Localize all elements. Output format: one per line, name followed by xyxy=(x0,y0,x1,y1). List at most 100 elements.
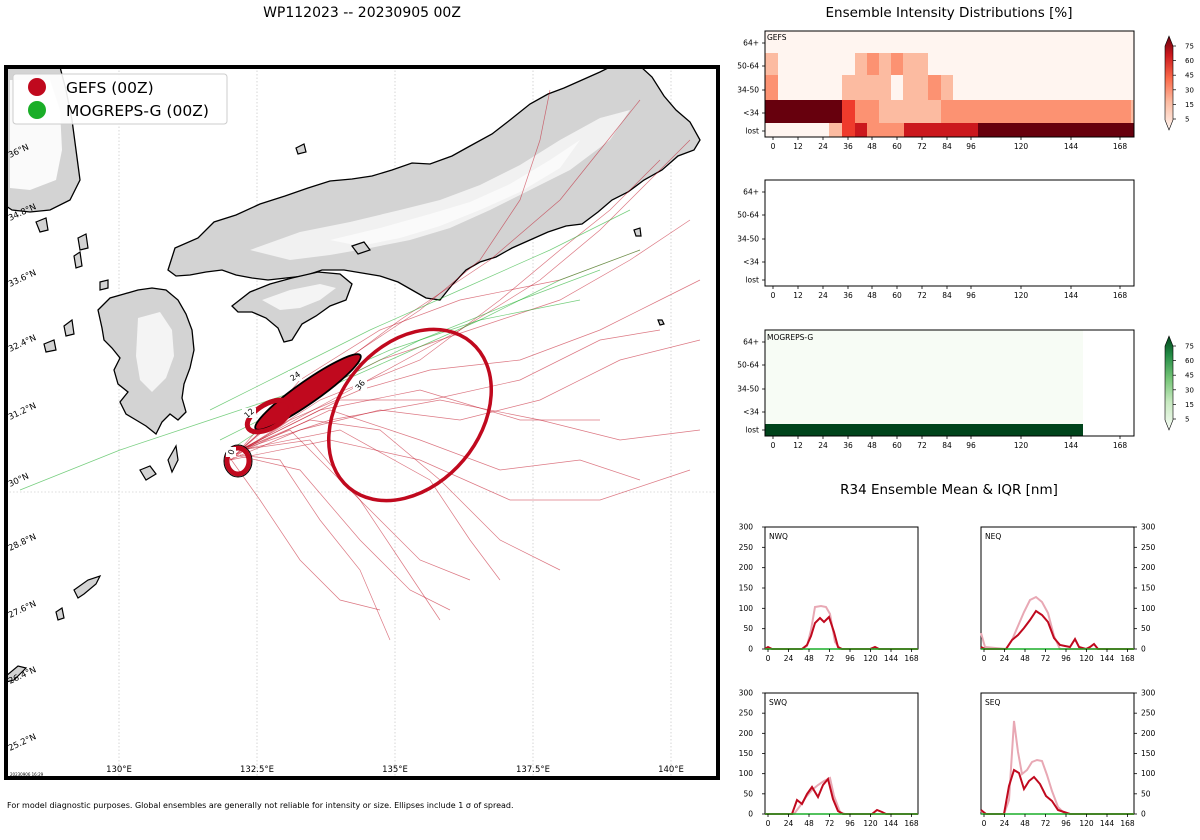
intensity-axes-gefs: 64+ 50-64 34-50 <34 lost 0 12 24 36 48 60 72 84 96 120… xyxy=(737,39,1127,152)
row-label: lost xyxy=(745,426,759,435)
y-tick-label: 200 xyxy=(739,563,754,572)
x-tick-label: 96 xyxy=(845,819,855,828)
x-tick-label: 48 xyxy=(1020,654,1030,663)
x-tick-label: 0 xyxy=(766,819,771,828)
row-label: 50-64 xyxy=(737,361,759,370)
row-label: 34-50 xyxy=(737,235,759,244)
x-tick-label: 0 xyxy=(771,291,776,300)
y-tick-label: 200 xyxy=(1141,729,1156,738)
y-tick-label: 50 xyxy=(1141,789,1151,798)
row-label: 64+ xyxy=(743,39,759,48)
x-tick-label: 72 xyxy=(917,441,927,450)
colorbar-tick: 30 xyxy=(1185,86,1194,94)
x-tick-label: 48 xyxy=(1020,819,1030,828)
x-tick-label: 96 xyxy=(1061,654,1071,663)
x-tick-label: 72 xyxy=(825,654,835,663)
x-tick-label: 96 xyxy=(966,441,976,450)
row-label: lost xyxy=(745,276,759,285)
x-tick-label: 36 xyxy=(843,291,853,300)
colorbar-tick: 15 xyxy=(1185,101,1194,109)
seq-mean-line xyxy=(980,768,1134,815)
y-tick-label: 50 xyxy=(1141,624,1151,633)
lon-label: 130°E xyxy=(106,765,132,775)
y-tick-label: 150 xyxy=(1141,584,1156,593)
y-tick-label: 100 xyxy=(1141,604,1156,613)
x-tick-label: 60 xyxy=(892,291,902,300)
x-tick-label: 72 xyxy=(1041,654,1051,663)
x-tick-label: 168 xyxy=(1120,819,1135,828)
y-tick-label: 300 xyxy=(1141,523,1156,532)
colorbar-gefs: 75 60 45 30 15 5 xyxy=(1164,35,1194,131)
intensity-axes-empty: 64+ 50-64 34-50 <34 lost 0 12 24 36 48 60 72 84 96 120… xyxy=(737,188,1127,301)
x-tick-label: 120 xyxy=(863,819,878,828)
map-title: WP112023 -- 20230905 00Z xyxy=(263,5,461,21)
colorbar-tick: 60 xyxy=(1185,57,1194,65)
y-tick-label: 100 xyxy=(739,769,754,778)
x-tick-label: 0 xyxy=(771,441,776,450)
intensity-axes-mogreps: 64+ 50-64 34-50 <34 lost 0 12 24 36 48 60 72 84 96 120… xyxy=(737,338,1127,451)
x-tick-label: 168 xyxy=(904,654,919,663)
y-tick-label: 0 xyxy=(748,645,753,654)
r34-panel-seq: SEQ 300 250 200 150 100 50 0 0 24 48 72 96 120 144 168 xyxy=(980,689,1156,828)
r34-label-seq: SEQ xyxy=(985,698,1000,707)
y-tick-label: 250 xyxy=(739,543,754,552)
x-tick-label: 12 xyxy=(793,142,803,151)
x-tick-label: 168 xyxy=(904,819,919,828)
y-tick-label: 100 xyxy=(1141,769,1156,778)
legend-gefs-label: GEFS (00Z) xyxy=(66,79,154,97)
lon-label: 132.5°E xyxy=(240,765,274,775)
y-tick-label: 300 xyxy=(739,523,754,532)
colorbar-tick: 45 xyxy=(1185,72,1194,80)
x-tick-label: 120 xyxy=(1014,142,1029,151)
x-tick-label: 72 xyxy=(1041,819,1051,828)
x-tick-label: 12 xyxy=(793,441,803,450)
x-tick-label: 144 xyxy=(1064,441,1079,450)
row-label: <34 xyxy=(743,109,759,118)
legend-gefs-marker xyxy=(28,78,46,96)
ellipse-label-0: 0 xyxy=(226,448,236,456)
x-tick-label: 48 xyxy=(804,819,814,828)
x-tick-label: 24 xyxy=(784,819,794,828)
swq-mean-line xyxy=(765,776,918,815)
x-tick-label: 120 xyxy=(1014,291,1029,300)
legend-mogreps-label: MOGREPS-G (00Z) xyxy=(66,102,209,120)
r34-title: R34 Ensemble Mean & IQR [nm] xyxy=(840,482,1058,498)
x-tick-label: 24 xyxy=(1000,654,1010,663)
x-tick-label: 144 xyxy=(1100,654,1115,663)
x-tick-label: 144 xyxy=(1100,819,1115,828)
row-label: 64+ xyxy=(743,188,759,197)
row-label: lost xyxy=(745,127,759,136)
x-tick-label: 36 xyxy=(843,142,853,151)
graticule xyxy=(6,67,718,778)
x-tick-label: 24 xyxy=(784,654,794,663)
x-tick-label: 0 xyxy=(771,142,776,151)
y-tick-label: 250 xyxy=(739,709,754,718)
ellipse-labels: 0 12 24 36 xyxy=(226,370,367,457)
colorbar-tick: 60 xyxy=(1185,357,1194,365)
x-tick-label: 144 xyxy=(1064,142,1079,151)
longitude-labels: 130°E 132.5°E 135°E 137.5°E 140°E xyxy=(106,765,684,775)
colorbar-mogreps: 75 60 45 30 15 5 xyxy=(1164,335,1194,431)
gefs-heatmap-cells xyxy=(765,53,1134,137)
x-tick-label: 96 xyxy=(966,291,976,300)
map-frame xyxy=(4,65,720,780)
lon-label: 140°E xyxy=(658,765,684,775)
seq-iqr-line xyxy=(980,720,1134,815)
gefs-ellipses xyxy=(223,327,494,503)
x-tick-label: 48 xyxy=(867,441,877,450)
x-tick-label: 60 xyxy=(892,142,902,151)
neq-mean-line xyxy=(980,609,1134,651)
colorbar-tick: 30 xyxy=(1185,386,1194,394)
x-tick-label: 0 xyxy=(982,654,987,663)
y-tick-label: 0 xyxy=(1141,810,1146,819)
x-tick-label: 84 xyxy=(942,291,952,300)
x-tick-label: 84 xyxy=(942,142,952,151)
r34-label-swq: SWQ xyxy=(769,698,787,707)
x-tick-label: 60 xyxy=(892,441,902,450)
x-tick-label: 168 xyxy=(1113,291,1128,300)
colorbar-tick: 75 xyxy=(1185,343,1194,351)
r34-label-neq: NEQ xyxy=(985,532,1001,541)
x-tick-label: 48 xyxy=(867,142,877,151)
